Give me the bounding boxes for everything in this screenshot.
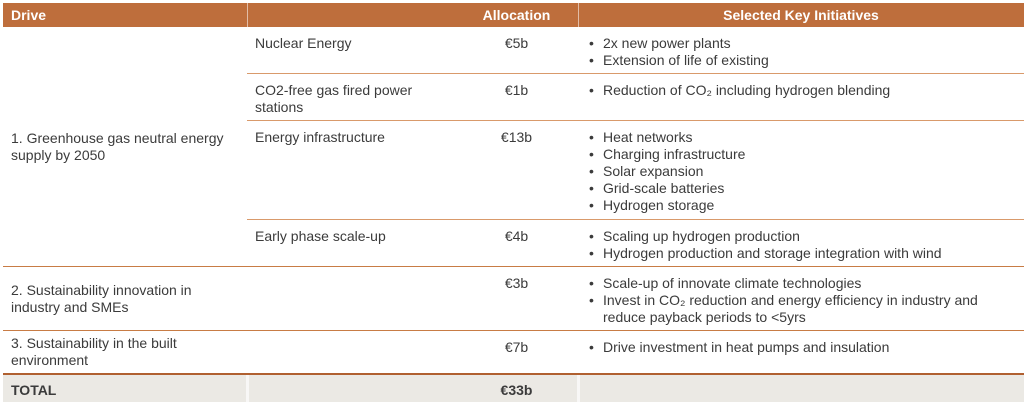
column-header-allocation: Allocation [482, 7, 551, 23]
allocation-cell: €3b [504, 275, 529, 291]
total-column-divider [577, 375, 580, 402]
subrow-container: €7b Drive investment in heat pumps and i… [247, 331, 1024, 373]
initiative-item: Solar expansion [578, 163, 1018, 180]
category-cell: Early phase scale-up [255, 228, 386, 244]
initiatives-list: Reduction of CO₂ including hydrogen blen… [578, 74, 1024, 120]
initiatives-list: Scaling up hydrogen production Hydrogen … [578, 220, 1024, 266]
subrow-container: Nuclear Energy €5b 2x new power plants E… [247, 27, 1024, 266]
table-row-group-3: 3. Sustainability in the built environme… [3, 330, 1024, 373]
drive-cell: 2. Sustainability innovation in industry… [11, 281, 192, 315]
initiative-item: Hydrogen production and storage integrat… [578, 245, 1018, 262]
table-header: Drive Allocation Selected Key Initiative… [3, 3, 1024, 27]
initiative-item: Drive investment in heat pumps and insul… [578, 339, 1018, 356]
table-subrow-built-environment: €7b Drive investment in heat pumps and i… [247, 331, 1024, 373]
initiative-item: Hydrogen storage [578, 197, 1018, 214]
initiative-item: Heat networks [578, 129, 1018, 146]
drive-cell: 3. Sustainability in the built environme… [11, 335, 177, 368]
category-cell: Nuclear Energy [255, 35, 352, 51]
allocation-table: Drive Allocation Selected Key Initiative… [3, 3, 1024, 402]
table-subrow-infrastructure: Energy infrastructure €13b Heat networks… [247, 120, 1024, 219]
table-subrow-nuclear: Nuclear Energy €5b 2x new power plants E… [247, 27, 1024, 73]
initiative-item: 2x new power plants [578, 35, 1018, 52]
initiative-item: Extension of life of existing [578, 52, 1018, 69]
category-cell: Energy infrastructure [255, 129, 385, 145]
table-row-group-1: 1. Greenhouse gas neutral energy supply … [3, 27, 1024, 266]
column-header-drive: Drive [11, 7, 47, 23]
initiative-item: Scaling up hydrogen production [578, 228, 1018, 245]
drive-cell: 1. Greenhouse gas neutral energy supply … [11, 129, 224, 163]
allocation-cell: €1b [504, 82, 529, 98]
subrow-container: €3b Scale-up of innovate climate technol… [247, 267, 1024, 330]
table-subrow-scaleup: Early phase scale-up €4b Scaling up hydr… [247, 219, 1024, 266]
total-allocation: €33b [500, 382, 533, 398]
category-cell: CO2-free gas fired power stations [255, 82, 413, 115]
table-subrow-gas: CO2-free gas fired power stations €1b Re… [247, 73, 1024, 120]
column-header-initiatives: Selected Key Initiatives [723, 7, 879, 23]
allocation-cell: €5b [504, 35, 529, 51]
initiatives-list: 2x new power plants Extension of life of… [578, 27, 1024, 73]
header-column-divider [247, 3, 248, 27]
category-cell [247, 267, 455, 330]
initiative-item: Reduction of CO₂ including hydrogen blen… [578, 82, 1018, 99]
initiatives-list: Heat networks Charging infrastructure So… [578, 121, 1024, 219]
allocation-cell: €7b [504, 339, 529, 355]
allocation-cell: €13b [500, 129, 533, 145]
total-row: TOTAL €33b [3, 373, 1024, 402]
initiative-item: Grid-scale batteries [578, 180, 1018, 197]
initiatives-list: Scale-up of innovate climate technologie… [578, 267, 1024, 330]
initiative-item: Invest in CO₂ reduction and energy effic… [578, 292, 1018, 326]
table-row-group-2: 2. Sustainability innovation in industry… [3, 266, 1024, 330]
header-column-divider [578, 3, 579, 27]
total-label: TOTAL [11, 382, 57, 398]
table-subrow-industry: €3b Scale-up of innovate climate technol… [247, 267, 1024, 330]
total-column-divider [246, 375, 249, 402]
category-cell [247, 331, 455, 373]
initiative-item: Scale-up of innovate climate technologie… [578, 275, 1018, 292]
allocation-cell: €4b [504, 228, 529, 244]
initiatives-list: Drive investment in heat pumps and insul… [578, 331, 1024, 373]
initiative-item: Charging infrastructure [578, 146, 1018, 163]
